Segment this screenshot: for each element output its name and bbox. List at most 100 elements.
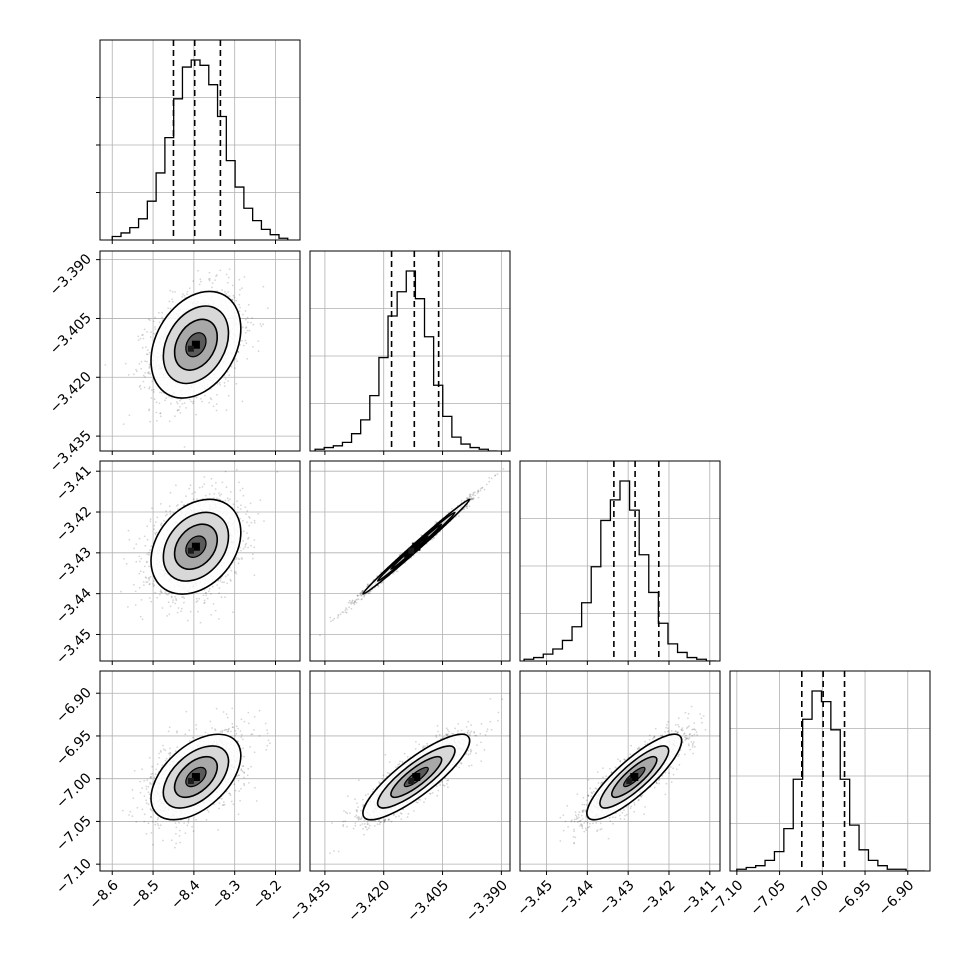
sample-point [145, 353, 148, 356]
sample-point [249, 502, 252, 505]
sample-point [150, 545, 153, 548]
sample-point [242, 344, 245, 347]
sample-point [146, 360, 148, 363]
sample-point [239, 288, 241, 291]
sample-point [169, 512, 172, 515]
sample-point [468, 505, 471, 508]
sample-point [149, 549, 151, 551]
sample-point [152, 583, 154, 585]
sample-point [157, 311, 160, 314]
sample-point [196, 498, 199, 501]
sample-point [135, 368, 137, 371]
sample-point [218, 592, 221, 594]
sample-point [156, 596, 159, 599]
sample-point [363, 594, 366, 597]
panel-frame [309, 250, 511, 452]
sample-point [143, 565, 146, 568]
sample-point [244, 544, 247, 546]
sample-point [225, 292, 228, 295]
sample-point [225, 486, 228, 489]
sample-point [219, 578, 222, 580]
sample-point [175, 484, 177, 487]
sample-point [161, 607, 164, 609]
sample-point [253, 539, 256, 541]
sample-point [348, 599, 351, 602]
sample-point [174, 602, 177, 605]
sample-point [124, 362, 127, 365]
sample-point [242, 548, 245, 550]
sample-point [156, 516, 159, 519]
sample-point [164, 591, 167, 594]
sample-point [208, 493, 211, 495]
sample-point [369, 590, 372, 593]
sample-point [166, 615, 169, 617]
sample-point [148, 551, 150, 554]
sample-point [182, 596, 185, 598]
sample-point [218, 587, 221, 589]
sample-point [142, 380, 145, 383]
sample-point [140, 599, 143, 601]
sample-point [465, 497, 468, 500]
panel-content [111, 40, 289, 240]
sample-point [235, 558, 237, 560]
sample-point [212, 603, 215, 605]
sample-point [353, 601, 356, 604]
sample-point [224, 378, 227, 380]
sample-point [251, 317, 253, 319]
sample-point [252, 557, 254, 560]
sample-point [154, 326, 156, 328]
sample-point [189, 610, 192, 613]
sample-point [141, 334, 144, 336]
sample-point [127, 529, 130, 532]
sample-point [154, 328, 157, 330]
sample-point [171, 300, 174, 303]
sample-point [246, 521, 249, 524]
sample-point [166, 513, 168, 516]
sample-point [253, 519, 256, 522]
sample-point [458, 515, 460, 517]
sample-point [159, 503, 162, 505]
sample-point [235, 556, 238, 559]
sample-point [431, 538, 433, 541]
sample-point [241, 487, 244, 490]
sample-point [141, 346, 144, 349]
sample-point [239, 306, 242, 309]
sample-point [139, 560, 141, 563]
sample-point [248, 517, 251, 519]
panel-frame [99, 39, 301, 241]
sample-point [227, 574, 229, 576]
sample-point [246, 316, 249, 319]
sample-point [224, 291, 226, 293]
sample-point [472, 491, 475, 494]
sample-point [251, 553, 254, 556]
sample-point [472, 497, 474, 500]
sample-point [209, 277, 211, 280]
sample-point [175, 599, 178, 602]
sample-point [160, 591, 163, 593]
sample-point [231, 284, 234, 287]
sample-point [252, 345, 254, 348]
sample-point [248, 524, 251, 527]
sample-point [149, 336, 152, 338]
sample-point [169, 510, 172, 512]
sample-point [337, 615, 340, 617]
sample-point [138, 586, 141, 589]
sample-point [216, 274, 218, 276]
sample-point [134, 604, 137, 606]
sample-point [159, 590, 162, 593]
sample-point [246, 532, 249, 534]
sample-point [140, 557, 143, 560]
sample-point [188, 487, 191, 490]
sample-point [479, 487, 482, 490]
sample-point [148, 371, 150, 373]
sample-point [216, 584, 219, 586]
sample-point [161, 311, 164, 314]
sample-point [244, 546, 247, 548]
sample-point [195, 601, 198, 603]
sample-point [236, 500, 238, 502]
sample-point [235, 358, 237, 360]
sample-point [205, 591, 208, 594]
sample-point [128, 538, 131, 541]
sample-point [144, 360, 147, 363]
sample-point [242, 540, 245, 542]
